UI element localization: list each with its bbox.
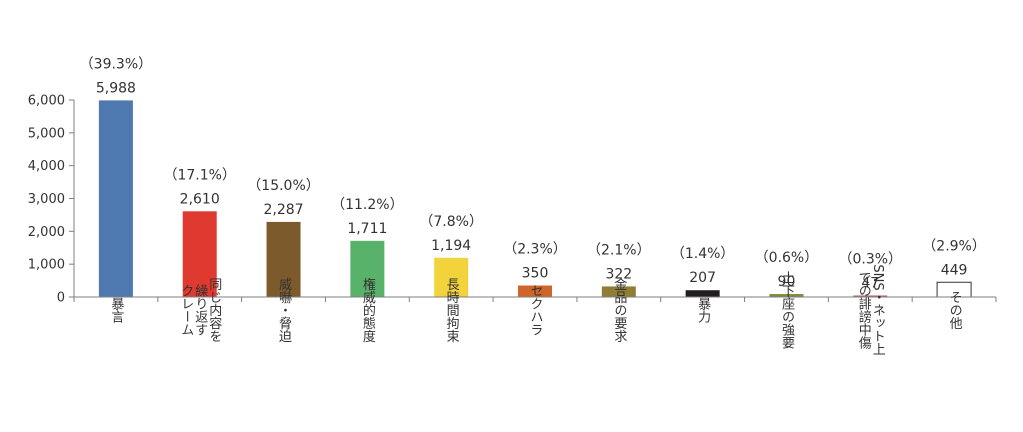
category-label: 権威的態度 (360, 277, 376, 343)
category-label: 土下座の強要 (779, 271, 795, 349)
bar (350, 240, 385, 297)
data-percent-label: （2.3%） (503, 242, 567, 258)
y-tick-label: 1,000 (28, 258, 65, 273)
data-value-label: 47 (861, 275, 879, 291)
data-percent-label: （0.3%） (838, 251, 902, 267)
data-value-label: 322 (605, 266, 632, 282)
category-label: 繰り返す (192, 284, 208, 336)
category-label: での誹謗中傷 (856, 271, 872, 350)
data-percent-label: （2.1%） (587, 242, 651, 258)
y-axis: 0 1,000 2,000 3,000 4,000 5,000 6,000 (28, 94, 75, 306)
y-tick-label: 6,000 (28, 94, 65, 109)
data-value-label: 90 (778, 274, 796, 290)
data-percent-label: （15.0%） (247, 178, 319, 194)
data-value-label: 5,988 (96, 80, 136, 96)
category-label: 長時間拘束 (444, 278, 460, 343)
bar (266, 221, 301, 297)
bars: 5,988 （39.3%） 2,610 （17.1%） 2,287 （15.0%） 1,71… (80, 56, 986, 298)
category-label: 暴力 (695, 297, 711, 324)
category-label: クレーム (178, 284, 193, 336)
data-percent-label: （0.6%） (755, 250, 819, 266)
category-label: SNS・ネット上 (870, 264, 886, 355)
category-label: 同じ内容を (206, 278, 222, 343)
data-value-label: 350 (522, 266, 549, 282)
data-percent-label: （11.2%） (331, 197, 403, 213)
data-percent-label: （39.3%） (80, 56, 152, 72)
category-label: 暴言 (108, 297, 124, 323)
y-tick-label: 3,000 (28, 192, 65, 207)
data-value-label: 207 (689, 270, 716, 286)
category-label: 威嚇・脅迫 (276, 278, 292, 344)
data-percent-label: （1.4%） (671, 246, 735, 262)
data-value-label: 1,194 (431, 238, 471, 254)
data-percent-label: （2.9%） (922, 238, 986, 254)
category-label: その他 (947, 291, 963, 331)
bar (182, 211, 217, 297)
bar (434, 257, 469, 297)
data-value-label: 2,287 (263, 202, 303, 218)
bar (601, 286, 636, 297)
bar (685, 290, 720, 297)
y-tick-label: 5,000 (28, 126, 65, 141)
bar (98, 100, 133, 297)
data-value-label: 1,711 (347, 221, 387, 237)
bar (518, 285, 552, 297)
data-value-label: 2,610 (180, 191, 220, 207)
data-percent-label: （17.1%） (163, 167, 235, 183)
y-tick-label: 0 (57, 291, 65, 306)
bar (769, 294, 804, 297)
data-percent-label: （7.8%） (419, 214, 483, 230)
y-tick-label: 4,000 (28, 159, 65, 174)
data-value-label: 449 (941, 262, 968, 278)
bar (853, 295, 888, 297)
category-label: セクハラ (528, 284, 544, 336)
y-tick-label: 2,000 (28, 225, 65, 240)
category-label: 金品の要求 (611, 277, 627, 343)
